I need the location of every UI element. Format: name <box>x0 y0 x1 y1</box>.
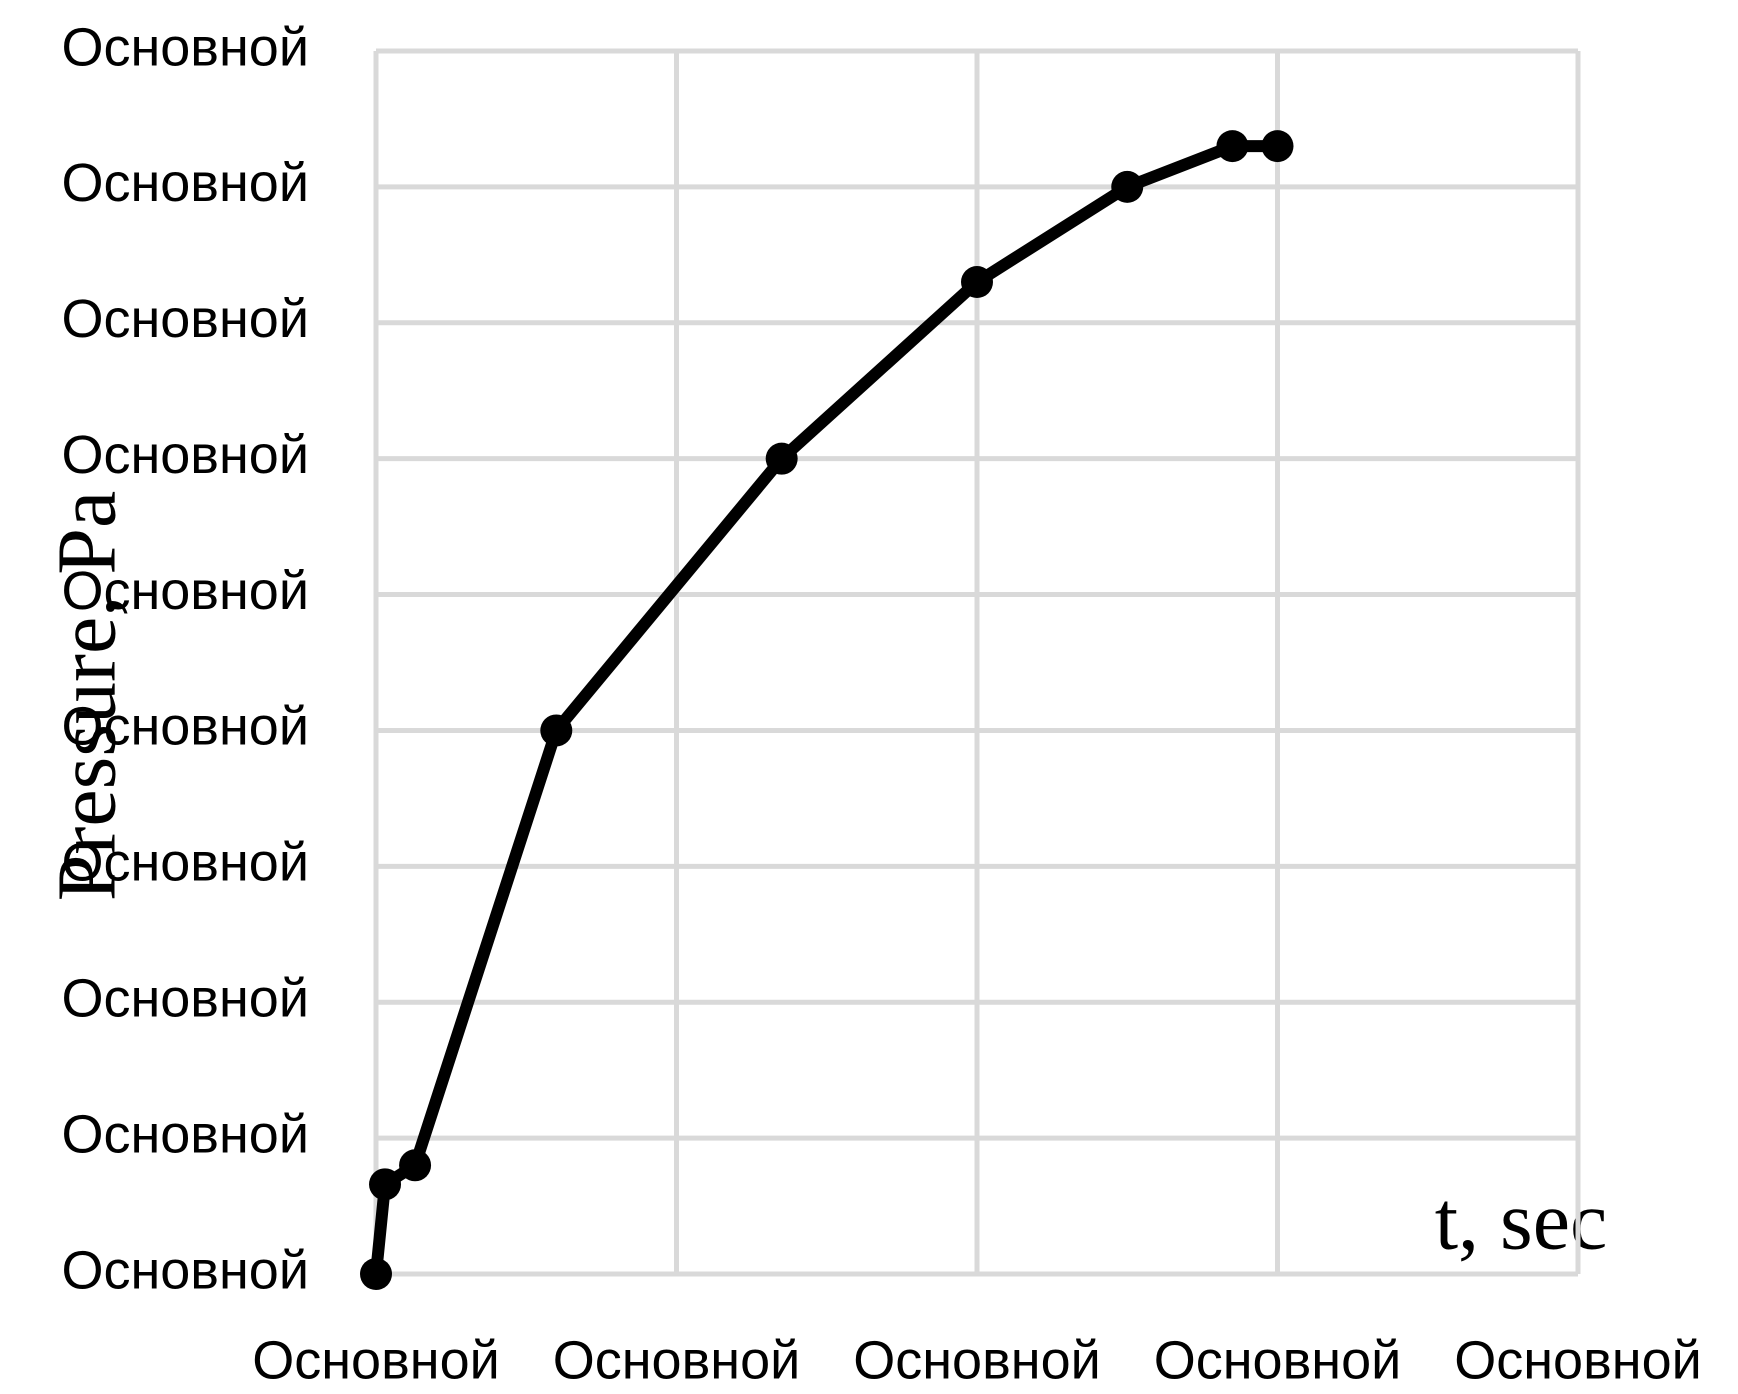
y-tick-label: Основной <box>61 833 309 893</box>
y-tick-label: Основной <box>61 1104 309 1164</box>
data-line <box>370 140 1278 1275</box>
y-tick-label: Основной <box>61 425 309 485</box>
data-point <box>765 442 798 475</box>
x-tick-label: Основной <box>1454 1330 1702 1390</box>
data-point <box>540 714 573 747</box>
data-point <box>961 266 993 299</box>
data-point <box>1216 130 1249 163</box>
x-axis-title: t, sec <box>1435 1174 1608 1267</box>
x-tick-label: Основной <box>553 1330 801 1390</box>
data-point <box>1111 170 1144 203</box>
data-point <box>369 1168 402 1201</box>
y-tick-label: Основной <box>61 289 309 349</box>
y-tick-label: Основной <box>61 697 309 757</box>
data-point <box>360 1258 392 1290</box>
x-tick-label: Основной <box>853 1330 1101 1390</box>
x-tick-label: Основной <box>252 1330 500 1390</box>
x-tick-label: Основной <box>1154 1330 1402 1390</box>
y-tick-label: Основной <box>61 968 309 1028</box>
data-point <box>399 1149 432 1182</box>
y-tick-label: Основной <box>61 17 309 77</box>
y-axis-title: Pressure, Pa <box>40 491 133 902</box>
y-tick-label: Основной <box>61 561 309 621</box>
y-tick-label: Основной <box>61 1240 309 1300</box>
y-tick-label: Основной <box>61 153 309 213</box>
data-point <box>1261 130 1294 163</box>
